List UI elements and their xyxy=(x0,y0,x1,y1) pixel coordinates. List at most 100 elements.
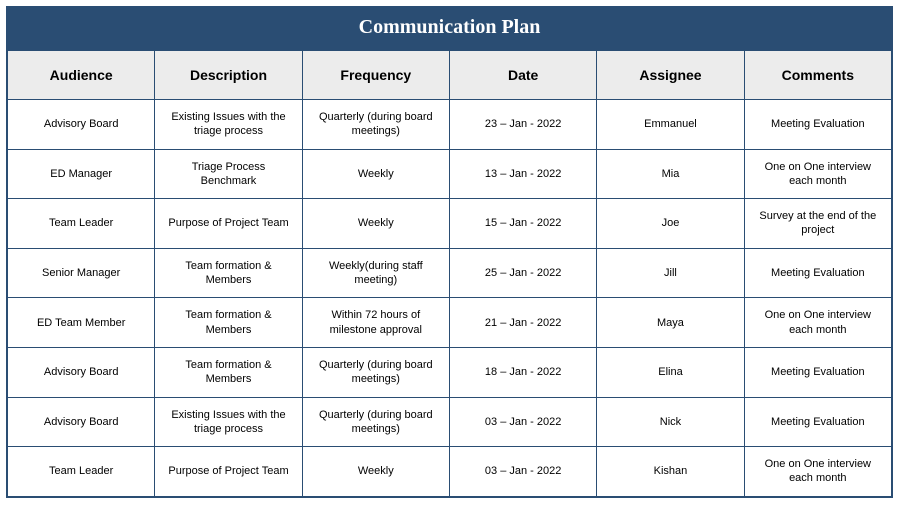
cell-audience: Advisory Board xyxy=(8,347,155,397)
cell-audience: ED Manager xyxy=(8,149,155,199)
cell-text: Team Leader xyxy=(16,464,146,478)
cell-comments: Survey at the end of the project xyxy=(744,199,891,249)
cell-text: One on One interview each month xyxy=(753,308,883,337)
cell-text: Meeting Evaluation xyxy=(753,365,883,379)
table-row: ED Manager Triage Process Benchmark Weekly… xyxy=(8,149,892,199)
cell-text: Elina xyxy=(605,365,735,379)
cell-text: Within 72 hours of milestone approval xyxy=(311,308,441,337)
table-row: ED Team Member Team formation & Members Wi… xyxy=(8,298,892,348)
cell-text: 23 – Jan - 2022 xyxy=(458,117,588,131)
cell-date: 13 – Jan - 2022 xyxy=(449,149,596,199)
cell-text: Advisory Board xyxy=(16,415,146,429)
cell-text: Quarterly (during board meetings) xyxy=(311,358,441,387)
cell-description: Existing Issues with the triage process xyxy=(155,397,302,447)
cell-date: 03 – Jan - 2022 xyxy=(449,397,596,447)
cell-audience: Team Leader xyxy=(8,199,155,249)
cell-text: 03 – Jan - 2022 xyxy=(458,464,588,478)
cell-audience: Advisory Board xyxy=(8,397,155,447)
col-audience: Audience xyxy=(8,51,155,100)
cell-assignee: Nick xyxy=(597,397,744,447)
cell-frequency: Within 72 hours of milestone approval xyxy=(302,298,449,348)
cell-audience: Senior Manager xyxy=(8,248,155,298)
cell-text: Team formation & Members xyxy=(163,259,293,288)
cell-text: Jill xyxy=(605,266,735,280)
col-comments: Comments xyxy=(744,51,891,100)
table-row: Advisory Board Existing Issues with the t… xyxy=(8,100,892,150)
cell-date: 15 – Jan - 2022 xyxy=(449,199,596,249)
cell-description: Purpose of Project Team xyxy=(155,447,302,497)
col-description: Description xyxy=(155,51,302,100)
cell-frequency: Weekly xyxy=(302,447,449,497)
cell-text: Advisory Board xyxy=(16,117,146,131)
table-body: Advisory Board Existing Issues with the t… xyxy=(8,100,892,497)
cell-text: Purpose of Project Team xyxy=(163,216,293,230)
cell-text: Meeting Evaluation xyxy=(753,117,883,131)
cell-comments: Meeting Evaluation xyxy=(744,100,891,150)
cell-frequency: Weekly xyxy=(302,149,449,199)
table-row: Team Leader Purpose of Project Team Weekly… xyxy=(8,447,892,497)
table-row: Senior Manager Team formation & Members We… xyxy=(8,248,892,298)
table-row: Advisory Board Existing Issues with the t… xyxy=(8,397,892,447)
cell-text: Meeting Evaluation xyxy=(753,266,883,280)
cell-date: 21 – Jan - 2022 xyxy=(449,298,596,348)
plan-table: Audience Description Frequency Date Assi… xyxy=(7,50,892,497)
cell-description: Existing Issues with the triage process xyxy=(155,100,302,150)
cell-frequency: Quarterly (during board meetings) xyxy=(302,347,449,397)
cell-text: Quarterly (during board meetings) xyxy=(311,408,441,437)
cell-comments: Meeting Evaluation xyxy=(744,248,891,298)
col-date: Date xyxy=(449,51,596,100)
plan-title: Communication Plan xyxy=(7,7,892,50)
cell-assignee: Kishan xyxy=(597,447,744,497)
cell-date: 23 – Jan - 2022 xyxy=(449,100,596,150)
cell-text: Purpose of Project Team xyxy=(163,464,293,478)
cell-audience: Advisory Board xyxy=(8,100,155,150)
communication-plan: Communication Plan Audience Description … xyxy=(6,6,893,498)
cell-frequency: Weekly xyxy=(302,199,449,249)
cell-text: Joe xyxy=(605,216,735,230)
cell-comments: One on One interview each month xyxy=(744,298,891,348)
cell-text: Emmanuel xyxy=(605,117,735,131)
cell-frequency: Quarterly (during board meetings) xyxy=(302,397,449,447)
cell-comments: Meeting Evaluation xyxy=(744,347,891,397)
cell-text: Weekly xyxy=(311,464,441,478)
cell-text: ED Manager xyxy=(16,167,146,181)
cell-text: Meeting Evaluation xyxy=(753,415,883,429)
cell-assignee: Jill xyxy=(597,248,744,298)
cell-description: Team formation & Members xyxy=(155,248,302,298)
cell-date: 03 – Jan - 2022 xyxy=(449,447,596,497)
cell-comments: One on One interview each month xyxy=(744,447,891,497)
cell-text: Maya xyxy=(605,316,735,330)
cell-assignee: Maya xyxy=(597,298,744,348)
cell-text: 18 – Jan - 2022 xyxy=(458,365,588,379)
cell-text: Quarterly (during board meetings) xyxy=(311,110,441,139)
cell-description: Triage Process Benchmark xyxy=(155,149,302,199)
cell-date: 25 – Jan - 2022 xyxy=(449,248,596,298)
cell-text: Advisory Board xyxy=(16,365,146,379)
cell-text: Nick xyxy=(605,415,735,429)
cell-audience: Team Leader xyxy=(8,447,155,497)
cell-text: Team formation & Members xyxy=(163,308,293,337)
cell-date: 18 – Jan - 2022 xyxy=(449,347,596,397)
cell-text: 03 – Jan - 2022 xyxy=(458,415,588,429)
cell-text: One on One interview each month xyxy=(753,160,883,189)
cell-text: Weekly xyxy=(311,216,441,230)
cell-text: Senior Manager xyxy=(16,266,146,280)
cell-assignee: Emmanuel xyxy=(597,100,744,150)
cell-text: 13 – Jan - 2022 xyxy=(458,167,588,181)
table-row: Team Leader Purpose of Project Team Weekly… xyxy=(8,199,892,249)
col-frequency: Frequency xyxy=(302,51,449,100)
cell-description: Team formation & Members xyxy=(155,298,302,348)
cell-audience: ED Team Member xyxy=(8,298,155,348)
table-header: Audience Description Frequency Date Assi… xyxy=(8,51,892,100)
cell-comments: One on One interview each month xyxy=(744,149,891,199)
cell-description: Team formation & Members xyxy=(155,347,302,397)
table-row: Advisory Board Team formation & Members Qu… xyxy=(8,347,892,397)
cell-frequency: Weekly(during staff meeting) xyxy=(302,248,449,298)
cell-text: Weekly(during staff meeting) xyxy=(311,259,441,288)
cell-frequency: Quarterly (during board meetings) xyxy=(302,100,449,150)
cell-description: Purpose of Project Team xyxy=(155,199,302,249)
cell-text: 25 – Jan - 2022 xyxy=(458,266,588,280)
cell-assignee: Elina xyxy=(597,347,744,397)
cell-assignee: Mia xyxy=(597,149,744,199)
cell-text: Triage Process Benchmark xyxy=(163,160,293,189)
